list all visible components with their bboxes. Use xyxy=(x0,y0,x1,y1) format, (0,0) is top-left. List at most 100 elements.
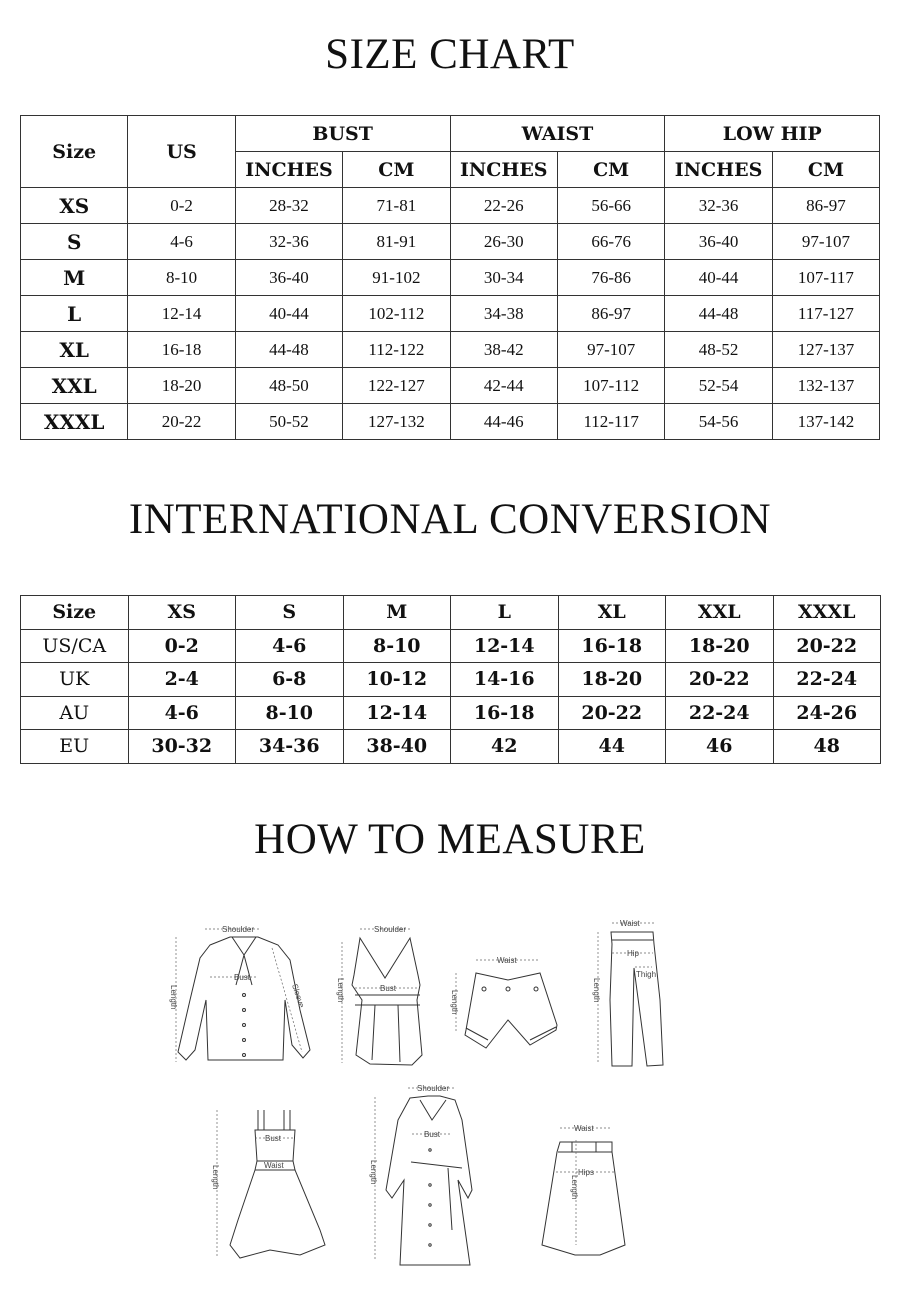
size-chart-title: SIZE CHART xyxy=(325,31,575,78)
size-cell: XXXL xyxy=(19,403,129,440)
value-cell: 0-2 xyxy=(127,628,236,663)
value-cell: 14-16 xyxy=(450,662,559,697)
value-cell: 102-112 xyxy=(342,295,451,332)
value-cell: 12-14 xyxy=(342,695,451,730)
size-cell: XL xyxy=(19,331,129,368)
label-length: Length xyxy=(570,1175,579,1199)
value-cell: 28-32 xyxy=(234,187,344,224)
header-cell: XXXL xyxy=(772,595,881,630)
value-cell: 50-52 xyxy=(234,403,344,440)
subheader-bust-cm: CM xyxy=(342,151,451,188)
subheader-hip-inches: INCHES xyxy=(664,151,773,188)
header-low-hip: LOW HIP xyxy=(664,115,881,152)
label-length: Length xyxy=(369,1160,378,1184)
label-bust: Bust xyxy=(265,1134,282,1143)
label-shoulder: Shoulder xyxy=(222,925,254,934)
value-cell: 30-32 xyxy=(127,729,236,764)
skirt-illustration: Waist Hips Length xyxy=(541,1124,626,1256)
size-cell: XS xyxy=(19,187,129,224)
value-cell: 36-40 xyxy=(234,259,344,296)
value-cell: 91-102 xyxy=(342,259,451,296)
how-to-measure-title: HOW TO MEASURE xyxy=(254,816,646,863)
label-length: Length xyxy=(169,985,178,1009)
label-length: Length xyxy=(211,1165,220,1189)
label-bust: Bust xyxy=(234,973,251,982)
value-cell: 48 xyxy=(772,729,881,764)
value-cell: 4-6 xyxy=(127,695,236,730)
value-cell: 8-10 xyxy=(235,695,344,730)
label-hip: Hip xyxy=(627,949,640,958)
table-row: XS 0-2 28-32 71-81 22-26 56-66 32-36 86-97 xyxy=(19,187,881,224)
value-cell: 12-14 xyxy=(450,628,559,663)
pants-illustration: Waist Hip Thigh Length xyxy=(592,919,664,1067)
table-row: XL 16-18 44-48 112-122 38-42 97-107 48-52 127-1… xyxy=(19,331,881,368)
label-sleeve: Sleeve xyxy=(290,983,306,1010)
value-cell: 8-10 xyxy=(342,628,451,663)
label-bust: Bust xyxy=(380,984,397,993)
value-cell: 112-117 xyxy=(556,403,666,440)
table-row: M 8-10 36-40 91-102 30-34 76-86 40-44 107-117 xyxy=(19,259,881,296)
value-cell: 16-18 xyxy=(450,695,559,730)
subheader-hip-cm: CM xyxy=(771,151,881,188)
value-cell: 12-14 xyxy=(127,295,236,332)
label-waist: Waist xyxy=(264,1161,284,1170)
value-cell: 20-22 xyxy=(127,403,236,440)
header-size: Size xyxy=(19,115,129,188)
header-cell: XXL xyxy=(665,595,774,630)
value-cell: 86-97 xyxy=(556,295,666,332)
value-cell: 107-117 xyxy=(771,259,881,296)
table-row: AU 4-6 8-10 12-14 16-18 20-22 22-24 24-26 xyxy=(20,695,881,730)
value-cell: 97-107 xyxy=(556,331,666,368)
value-cell: 56-66 xyxy=(556,187,666,224)
value-cell: 86-97 xyxy=(771,187,881,224)
shorts-illustration: Waist Length xyxy=(450,956,558,1049)
header-us: US xyxy=(127,115,236,188)
value-cell: 46 xyxy=(665,729,774,764)
table-row: XXXL 20-22 50-52 127-132 44-46 112-117 54-56 13… xyxy=(19,403,881,440)
label-shoulder: Shoulder xyxy=(417,1084,449,1093)
coat-illustration: Shoulder Bust Length xyxy=(369,1084,473,1266)
blouse-illustration: Shoulder Bust Length Sleeve xyxy=(169,925,311,1062)
table-row: US/CA 0-2 4-6 8-10 12-14 16-18 18-20 20-22 xyxy=(20,628,881,663)
value-cell: 20-22 xyxy=(772,628,881,663)
value-cell: 71-81 xyxy=(342,187,451,224)
label-length: Length xyxy=(592,978,601,1002)
label-shoulder: Shoulder xyxy=(374,925,406,934)
value-cell: 22-24 xyxy=(772,662,881,697)
value-cell: 32-36 xyxy=(664,187,773,224)
label-hips: Hips xyxy=(578,1168,594,1177)
conversion-table: Size XS S M L XL XXL XXXL US/CA 0-2 4-6 8-10 12-14 1… xyxy=(20,595,881,764)
conversion-title: INTERNATIONAL CONVERSION xyxy=(128,496,772,543)
header-cell: XS xyxy=(127,595,236,630)
value-cell: 26-30 xyxy=(449,223,558,260)
label-thigh: Thigh xyxy=(636,970,656,979)
header-cell: L xyxy=(450,595,559,630)
label-length: Length xyxy=(336,978,345,1002)
value-cell: 18-20 xyxy=(127,367,236,404)
value-cell: 40-44 xyxy=(664,259,773,296)
size-cell: L xyxy=(19,295,129,332)
size-cell: M xyxy=(19,259,129,296)
value-cell: 44 xyxy=(557,729,666,764)
value-cell: 24-26 xyxy=(772,695,881,730)
value-cell: 32-36 xyxy=(234,223,344,260)
label-length: Length xyxy=(450,990,459,1014)
label-waist: Waist xyxy=(620,919,640,928)
header-bust: BUST xyxy=(234,115,451,152)
value-cell: 36-40 xyxy=(664,223,773,260)
value-cell: 10-12 xyxy=(342,662,451,697)
value-cell: 4-6 xyxy=(127,223,236,260)
subheader-waist-cm: CM xyxy=(556,151,666,188)
value-cell: 16-18 xyxy=(127,331,236,368)
value-cell: 127-137 xyxy=(771,331,881,368)
header-cell: S xyxy=(235,595,344,630)
label-waist: Waist xyxy=(497,956,517,965)
value-cell: 34-38 xyxy=(449,295,558,332)
size-chart-table: Size US BUST WAIST LOW HIP INCHES CM INC… xyxy=(19,115,881,440)
dress-illustration: Bust Waist Length xyxy=(211,1110,326,1259)
value-cell: 18-20 xyxy=(557,662,666,697)
value-cell: 18-20 xyxy=(665,628,774,663)
value-cell: 2-4 xyxy=(127,662,236,697)
subheader-bust-inches: INCHES xyxy=(234,151,344,188)
